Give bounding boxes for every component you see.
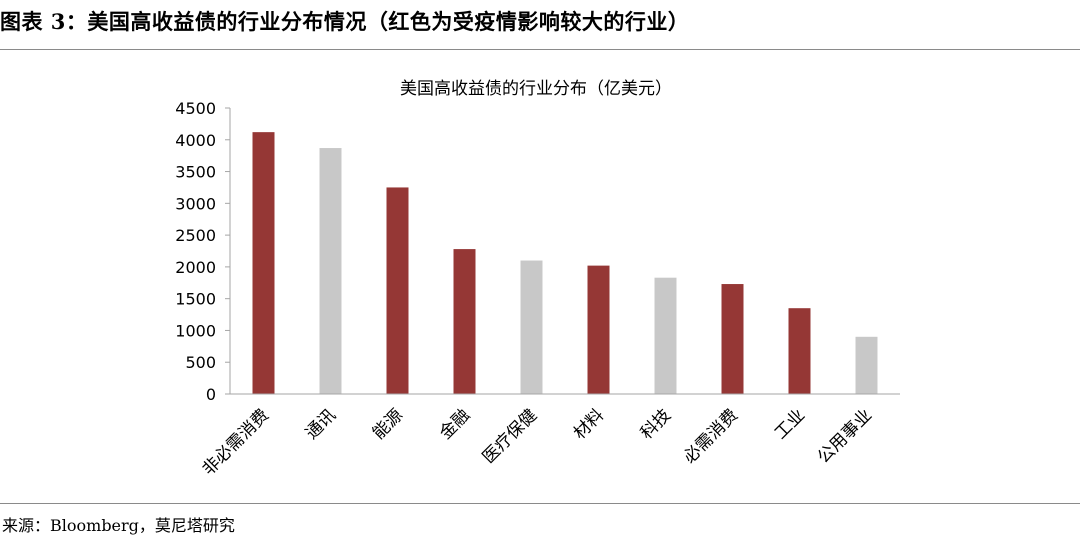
- y-tick-label: 0: [206, 385, 216, 404]
- bar-8: [721, 284, 744, 394]
- y-tick-label: 4000: [175, 131, 216, 150]
- bar-5: [520, 260, 543, 394]
- x-tick-label: 医疗保健: [479, 405, 541, 467]
- y-axis: 0 500 1000 1500 2000 2500 3000 3500 4000 4500: [175, 99, 231, 404]
- bar-3: [386, 187, 409, 394]
- x-tick-label: 通讯: [302, 405, 340, 443]
- y-tick-label: 2500: [175, 226, 216, 245]
- x-tick-label: 能源: [369, 405, 407, 443]
- x-tick-label: 非必需消费: [199, 405, 273, 479]
- bar-chart: 美国高收益债的行业分布（亿美元） 0 500 1000 1500 2000 2500 300…: [175, 79, 900, 480]
- bars-group: [252, 132, 878, 394]
- y-tick-label: 3000: [175, 194, 216, 213]
- x-tick-label: 必需消费: [680, 405, 742, 467]
- bar-10: [855, 336, 878, 394]
- y-tick-label: 500: [185, 353, 216, 372]
- y-tick-label: 4500: [175, 99, 216, 118]
- chart-title: 美国高收益债的行业分布（亿美元）: [400, 79, 672, 99]
- x-tick-label: 科技: [637, 405, 675, 443]
- y-tick-label: 1500: [175, 290, 216, 309]
- bar-9: [788, 308, 811, 394]
- y-tick-label: 1000: [175, 321, 216, 340]
- bar-2: [319, 148, 342, 394]
- bottom-divider: [0, 503, 1080, 504]
- x-axis: 非必需消费 通讯 能源 金融 医疗保健 材料 科技 必需消费 工业 公用事业: [199, 393, 900, 480]
- top-divider: [0, 49, 1080, 50]
- y-tick-label: 2000: [175, 258, 216, 277]
- figure-caption: 图表 3：美国高收益债的行业分布情况（红色为受疫情影响较大的行业）: [0, 9, 690, 34]
- bar-6: [587, 265, 610, 394]
- source-note: 来源：Bloomberg，莫尼塔研究: [2, 516, 235, 535]
- x-tick-label: 工业: [771, 405, 809, 443]
- x-tick-label: 公用事业: [814, 405, 876, 467]
- y-tick-label: 3500: [175, 163, 216, 182]
- bar-7: [654, 277, 677, 394]
- bar-4: [453, 249, 476, 394]
- x-tick-label: 材料: [570, 405, 608, 443]
- x-tick-label: 金融: [436, 405, 474, 443]
- bar-1: [252, 132, 275, 394]
